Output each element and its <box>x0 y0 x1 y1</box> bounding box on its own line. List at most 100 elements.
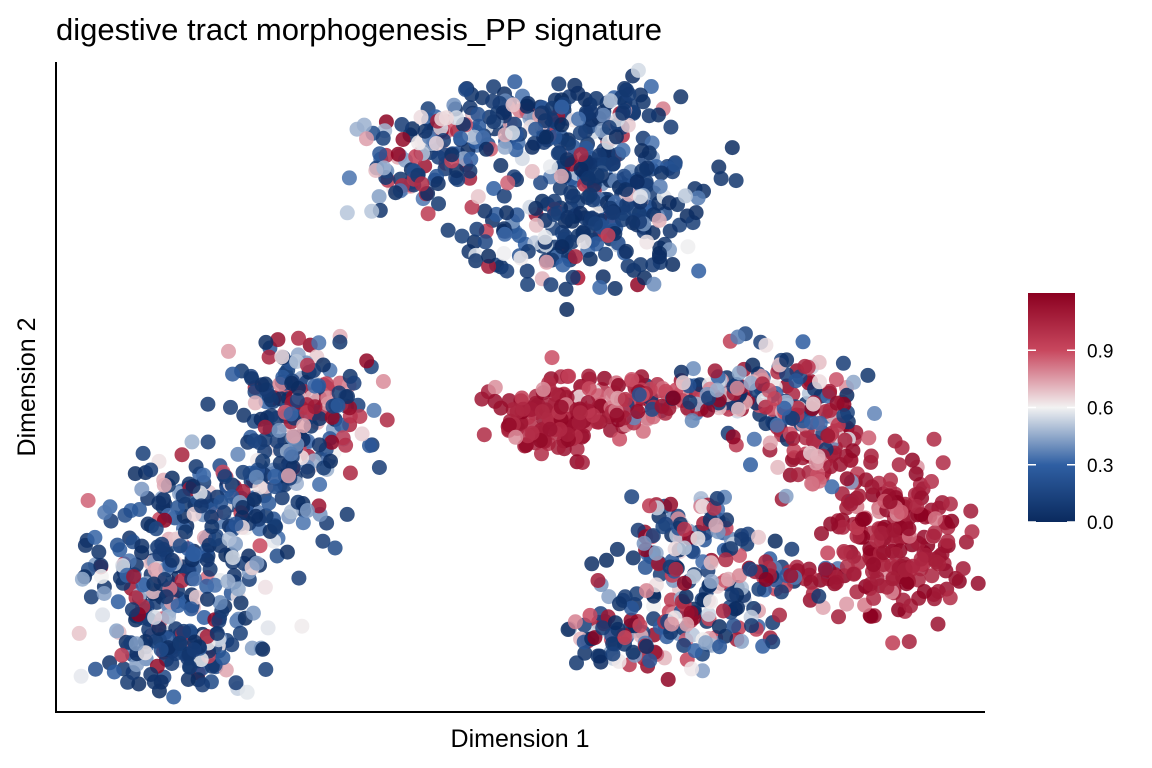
cell-point <box>394 117 410 132</box>
cell-point <box>734 531 750 547</box>
cell-point <box>772 607 787 623</box>
y-axis-label: Dimension 2 <box>13 318 41 457</box>
cell-point <box>207 577 223 593</box>
cell-point <box>942 496 958 512</box>
cell-point <box>885 571 901 587</box>
cell-point <box>283 446 299 462</box>
cell-point <box>462 163 478 179</box>
cell-point <box>582 251 598 267</box>
cell-point <box>682 394 698 410</box>
cell-point <box>713 171 729 187</box>
cell-point <box>487 379 503 395</box>
cell-point <box>395 132 411 147</box>
cell-point <box>573 147 589 163</box>
cell-point <box>268 519 284 535</box>
cell-point <box>164 552 180 568</box>
cell-point <box>332 334 348 350</box>
cell-point <box>245 605 261 621</box>
cell-point <box>597 370 612 386</box>
cell-point <box>866 557 881 573</box>
cell-point <box>340 389 355 404</box>
cell-point <box>577 91 593 107</box>
cell-point <box>887 433 903 449</box>
legend-ticks: 0.0 0.3 0.6 0.9 <box>1028 341 1113 534</box>
cell-point <box>675 375 691 391</box>
cell-point <box>257 579 273 595</box>
cell-point <box>477 203 493 219</box>
cell-point <box>207 531 223 547</box>
cell-point <box>200 434 216 450</box>
cell-point <box>610 378 626 393</box>
cell-point <box>284 375 300 391</box>
cell-point <box>551 76 567 92</box>
cell-point <box>869 571 885 586</box>
cell-point <box>342 465 358 481</box>
cell-point <box>246 492 262 507</box>
cell-point <box>166 689 182 705</box>
cell-point <box>554 239 570 255</box>
cell-point <box>661 195 677 211</box>
cell-point <box>924 568 940 584</box>
cell-point <box>330 398 346 413</box>
cell-point <box>712 639 728 655</box>
cell-point <box>267 468 283 484</box>
cell-point <box>639 639 654 654</box>
cell-point <box>607 615 623 631</box>
cell-point <box>80 493 96 508</box>
cell-point <box>680 239 696 255</box>
cell-point <box>765 634 781 650</box>
cell-point <box>595 620 611 636</box>
cell-point <box>926 528 941 544</box>
cell-point <box>311 378 327 394</box>
cell-point <box>135 445 151 461</box>
cell-point <box>312 411 328 427</box>
cell-point <box>831 609 846 625</box>
cell-point <box>930 616 946 632</box>
cell-point <box>617 391 633 407</box>
cell-point <box>323 453 338 469</box>
cell-point <box>188 589 204 605</box>
cell-point <box>444 147 460 163</box>
cell-point <box>810 449 826 464</box>
cell-point <box>677 188 693 204</box>
cell-point <box>312 477 328 492</box>
cell-point <box>134 545 150 561</box>
cell-point <box>804 476 820 491</box>
cell-point <box>876 545 892 561</box>
cell-point <box>590 573 606 588</box>
cell-point <box>574 455 590 470</box>
cell-point <box>633 87 648 103</box>
cell-point <box>709 491 725 506</box>
cell-point <box>520 277 536 292</box>
cell-point <box>366 402 382 418</box>
cell-point <box>544 350 560 366</box>
cell-point <box>177 524 193 540</box>
cell-point <box>758 416 774 432</box>
cell-point <box>707 363 723 379</box>
cell-point <box>615 105 631 121</box>
cell-point <box>769 417 785 433</box>
cell-point <box>866 590 882 606</box>
cell-point <box>663 496 679 512</box>
cell-point <box>204 519 220 535</box>
cell-point <box>476 427 492 443</box>
cell-point <box>636 535 652 551</box>
cell-point <box>790 467 806 483</box>
legend-tick-label: 0.6 <box>1087 399 1113 420</box>
cell-point <box>561 368 577 384</box>
cell-point <box>371 189 387 205</box>
cell-point <box>599 552 614 568</box>
cell-point <box>261 495 277 511</box>
cell-point <box>835 519 851 535</box>
cell-point <box>630 62 646 78</box>
cell-point <box>477 234 493 250</box>
cell-point <box>221 531 237 547</box>
cell-point <box>408 149 424 164</box>
cell-point <box>413 109 429 125</box>
cell-point <box>475 130 491 146</box>
cell-point <box>581 368 597 384</box>
cell-point <box>438 110 454 126</box>
cell-point <box>637 559 653 575</box>
cell-point <box>375 130 391 146</box>
